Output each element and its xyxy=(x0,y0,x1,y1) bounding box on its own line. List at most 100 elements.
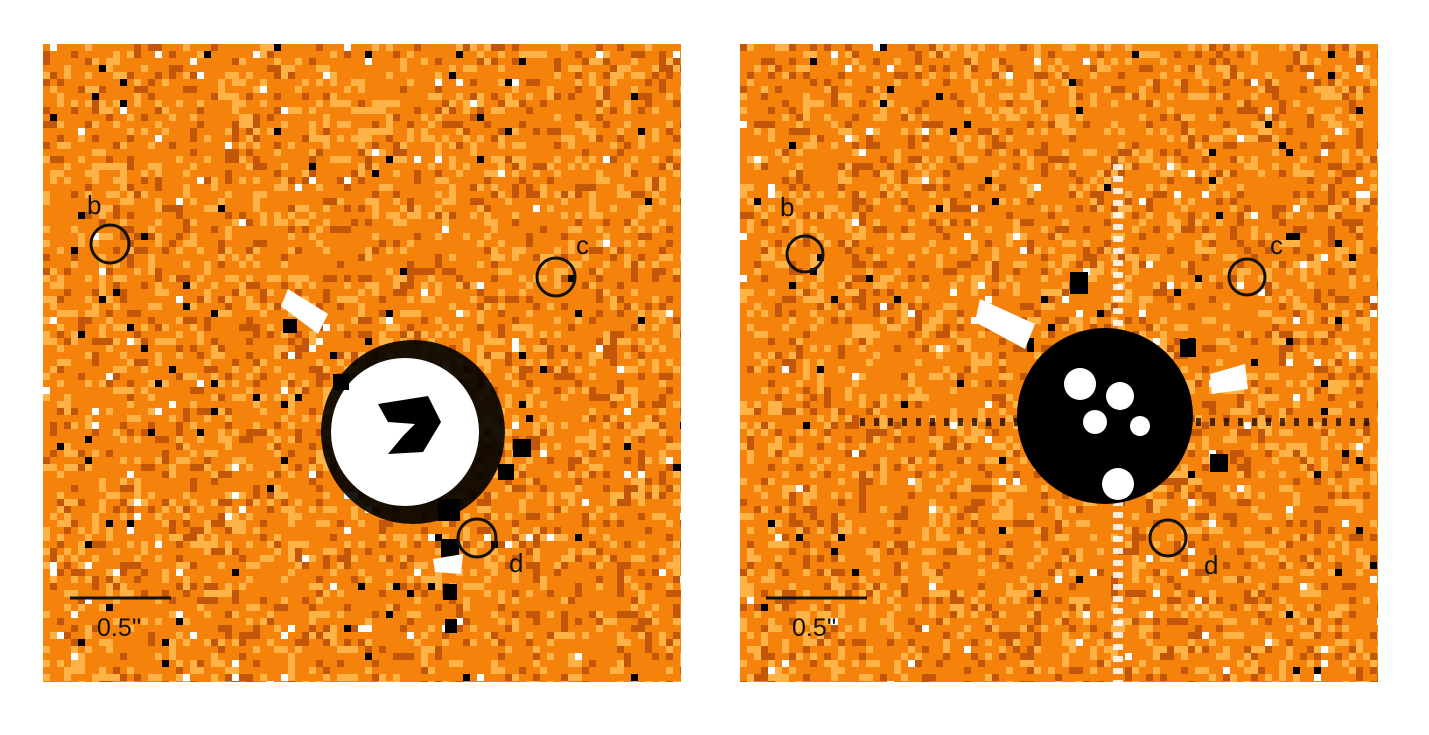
noise-pixel xyxy=(1251,443,1258,450)
noise-pixel xyxy=(421,660,428,667)
noise-pixel xyxy=(183,583,190,590)
noise-pixel xyxy=(817,212,824,219)
noise-pixel xyxy=(936,93,943,100)
noise-pixel xyxy=(1125,149,1132,156)
noise-pixel xyxy=(386,121,393,128)
noise-pixel xyxy=(894,394,901,401)
noise-pixel xyxy=(638,338,645,345)
noise-pixel xyxy=(162,520,169,527)
noise-pixel xyxy=(1328,331,1335,338)
noise-pixel xyxy=(796,170,803,177)
noise-pixel xyxy=(400,282,407,289)
noise-pixel xyxy=(323,296,330,303)
noise-pixel xyxy=(309,471,316,478)
noise-pixel xyxy=(1202,212,1209,219)
noise-pixel xyxy=(999,408,1006,415)
noise-pixel xyxy=(197,387,204,394)
noise-pixel xyxy=(852,324,859,331)
noise-pixel xyxy=(1251,373,1258,380)
noise-pixel xyxy=(796,226,803,233)
noise-pixel xyxy=(260,310,267,317)
noise-pixel xyxy=(652,184,659,191)
noise-pixel xyxy=(246,576,253,583)
noise-pixel xyxy=(673,331,680,338)
noise-pixel xyxy=(127,562,134,569)
noise-pixel xyxy=(309,611,316,618)
noise-pixel xyxy=(1069,79,1076,86)
noise-pixel xyxy=(652,492,659,499)
noise-pixel xyxy=(1097,261,1104,268)
noise-pixel xyxy=(631,261,638,268)
noise-pixel xyxy=(901,233,908,240)
noise-pixel xyxy=(1041,254,1048,261)
noise-pixel xyxy=(1314,422,1321,429)
noise-pixel xyxy=(232,149,239,156)
noise-pixel xyxy=(908,464,915,471)
noise-pixel xyxy=(789,261,796,268)
noise-pixel xyxy=(85,415,92,422)
noise-pixel xyxy=(169,72,176,79)
noise-pixel xyxy=(365,667,372,674)
noise-pixel xyxy=(985,128,992,135)
noise-pixel xyxy=(134,415,141,422)
noise-pixel xyxy=(512,415,519,422)
noise-pixel xyxy=(747,212,754,219)
noise-pixel xyxy=(561,422,568,429)
noise-pixel xyxy=(92,310,99,317)
noise-pixel xyxy=(239,58,246,65)
noise-pixel xyxy=(638,72,645,79)
noise-pixel xyxy=(936,506,943,513)
noise-pixel xyxy=(1006,527,1013,534)
noise-pixel xyxy=(957,310,964,317)
noise-pixel xyxy=(533,548,540,555)
noise-pixel xyxy=(43,79,50,86)
noise-pixel xyxy=(908,331,915,338)
noise-pixel xyxy=(1118,324,1125,331)
noise-pixel xyxy=(225,520,232,527)
noise-pixel xyxy=(1125,317,1132,324)
noise-pixel xyxy=(309,331,316,338)
noise-pixel xyxy=(253,135,260,142)
noise-pixel xyxy=(435,604,442,611)
noise-pixel xyxy=(775,506,782,513)
noise-pixel xyxy=(267,331,274,338)
noise-pixel xyxy=(978,184,985,191)
noise-pixel xyxy=(547,681,554,682)
noise-pixel xyxy=(99,331,106,338)
noise-pixel xyxy=(246,303,253,310)
noise-pixel xyxy=(1237,100,1244,107)
noise-pixel xyxy=(71,464,78,471)
noise-pixel xyxy=(950,198,957,205)
noise-pixel xyxy=(645,646,652,653)
noise-pixel xyxy=(950,408,957,415)
noise-pixel xyxy=(127,415,134,422)
noise-pixel xyxy=(176,569,183,576)
noise-pixel xyxy=(624,485,631,492)
noise-pixel xyxy=(859,261,866,268)
noise-pixel xyxy=(992,492,999,499)
noise-pixel xyxy=(666,590,673,597)
noise-pixel xyxy=(71,639,78,646)
noise-pixel xyxy=(351,513,358,520)
noise-pixel xyxy=(127,380,134,387)
noise-pixel xyxy=(253,86,260,93)
noise-pixel xyxy=(817,317,824,324)
noise-pixel xyxy=(908,254,915,261)
noise-pixel xyxy=(845,450,852,457)
noise-pixel xyxy=(211,534,218,541)
noise-pixel xyxy=(838,184,845,191)
noise-pixel xyxy=(992,142,999,149)
noise-pixel xyxy=(253,625,260,632)
noise-pixel xyxy=(999,380,1006,387)
noise-pixel xyxy=(803,142,810,149)
noise-pixel xyxy=(379,331,386,338)
noise-pixel xyxy=(589,359,596,366)
noise-pixel xyxy=(519,667,526,674)
noise-pixel xyxy=(803,387,810,394)
noise-pixel xyxy=(547,513,554,520)
noise-pixel xyxy=(267,128,274,135)
noise-pixel xyxy=(1139,51,1146,58)
noise-pixel xyxy=(204,261,211,268)
noise-pixel xyxy=(880,191,887,198)
noise-pixel xyxy=(155,513,162,520)
